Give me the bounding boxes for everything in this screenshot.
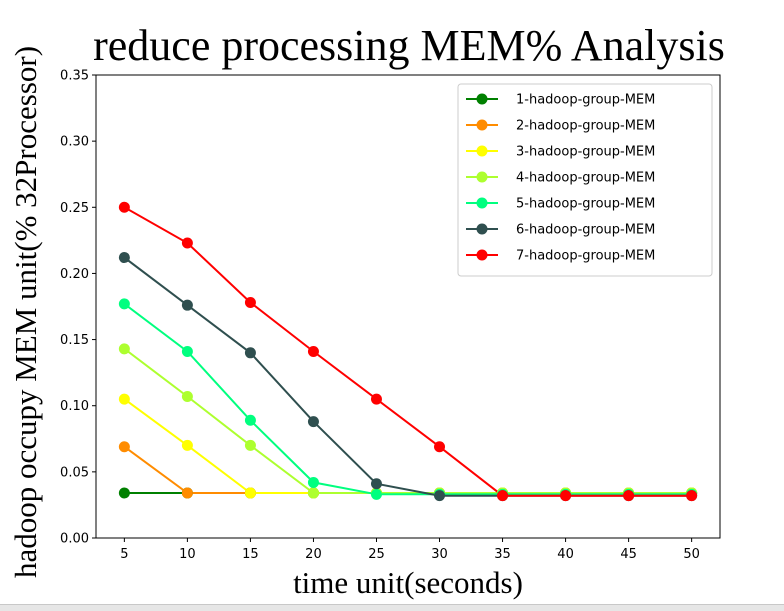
- legend-box: [457, 83, 713, 277]
- legend-marker-swatch: [476, 223, 488, 235]
- data-point: [181, 439, 193, 451]
- data-point: [118, 298, 130, 310]
- data-point: [307, 476, 319, 488]
- data-point: [181, 299, 193, 311]
- data-point: [118, 441, 130, 453]
- legend-entry-label: 5-hadoop-group-MEM: [516, 197, 655, 212]
- data-point: [307, 487, 319, 499]
- x-axis-label: time unit(seconds): [293, 565, 523, 600]
- legend-marker-swatch: [476, 119, 488, 131]
- data-point: [244, 297, 256, 309]
- x-tick-label: 20: [305, 547, 322, 562]
- y-axis-ticks: 0.00 0.05 0.10 0.15 0.20 0.25 0.30 0.35: [60, 69, 96, 547]
- data-point: [118, 393, 130, 405]
- x-tick-label: 5: [120, 547, 128, 562]
- data-point: [244, 414, 256, 426]
- axes-frame: [95, 74, 721, 539]
- series-line-4: [123, 348, 692, 494]
- bottom-toolbar-strip: [0, 604, 784, 611]
- legend-entry-label: 2-hadoop-group-MEM: [516, 119, 655, 134]
- data-point: [370, 478, 382, 490]
- data-point: [181, 390, 193, 402]
- legend-marker-swatch: [476, 145, 488, 157]
- chart-title: reduce processing MEM% Analysis: [93, 21, 725, 70]
- data-point: [244, 439, 256, 451]
- y-tick-label: 0.35: [60, 69, 89, 84]
- data-point: [181, 487, 193, 499]
- x-tick-label: 15: [242, 547, 259, 562]
- x-tick-label: 40: [557, 547, 574, 562]
- y-tick-label: 0.25: [60, 201, 89, 216]
- data-point: [560, 490, 572, 502]
- data-point: [370, 488, 382, 500]
- data-point: [686, 490, 698, 502]
- x-tick-label: 35: [494, 547, 511, 562]
- data-point: [623, 490, 635, 502]
- legend-entry-label: 3-hadoop-group-MEM: [516, 145, 655, 160]
- data-point: [118, 252, 130, 264]
- series-line-5: [123, 303, 692, 496]
- data-point: [118, 487, 130, 499]
- x-tick-label: 45: [620, 547, 637, 562]
- legend-entry-label: 1-hadoop-group-MEM: [516, 93, 655, 108]
- y-tick-label: 0.20: [60, 267, 89, 282]
- x-axis-ticks: 5 10 15 20 25 30 35 40 45 50: [120, 538, 700, 562]
- y-tick-label: 0.00: [60, 532, 89, 547]
- legend-entry-label: 7-hadoop-group-MEM: [516, 249, 655, 264]
- y-tick-label: 0.05: [60, 465, 89, 480]
- data-point: [118, 343, 130, 355]
- data-point: [244, 347, 256, 359]
- y-tick-label: 0.10: [60, 399, 89, 414]
- legend-marker-swatch: [476, 93, 488, 105]
- series-line-7: [123, 206, 692, 497]
- data-point: [497, 490, 509, 502]
- series-lines: [123, 206, 692, 497]
- data-point: [307, 416, 319, 428]
- x-tick-label: 50: [683, 547, 700, 562]
- x-tick-label: 10: [179, 547, 196, 562]
- legend-entry-label: 6-hadoop-group-MEM: [516, 223, 655, 238]
- data-point: [434, 490, 446, 502]
- data-point: [181, 237, 193, 249]
- legend-entry-label: 4-hadoop-group-MEM: [516, 171, 655, 186]
- x-tick-label: 25: [368, 547, 385, 562]
- data-point: [434, 441, 446, 453]
- legend-marker-swatch: [476, 171, 488, 183]
- series-markers: [118, 201, 698, 502]
- legend: 1-hadoop-group-MEM 2-hadoop-group-MEM 3-ha…: [457, 83, 713, 277]
- data-point: [307, 345, 319, 357]
- data-point: [181, 345, 193, 357]
- legend-marker-swatch: [476, 249, 488, 261]
- data-point: [370, 393, 382, 405]
- y-axis-label: hadoop occupy MEM unit(% 32Processor): [8, 45, 43, 579]
- data-point: [244, 487, 256, 499]
- y-tick-label: 0.15: [60, 333, 89, 348]
- series-line-2: [123, 445, 692, 494]
- legend-marker-swatch: [476, 197, 488, 209]
- data-point: [118, 201, 130, 213]
- x-tick-label: 30: [431, 547, 448, 562]
- y-tick-label: 0.30: [60, 135, 89, 150]
